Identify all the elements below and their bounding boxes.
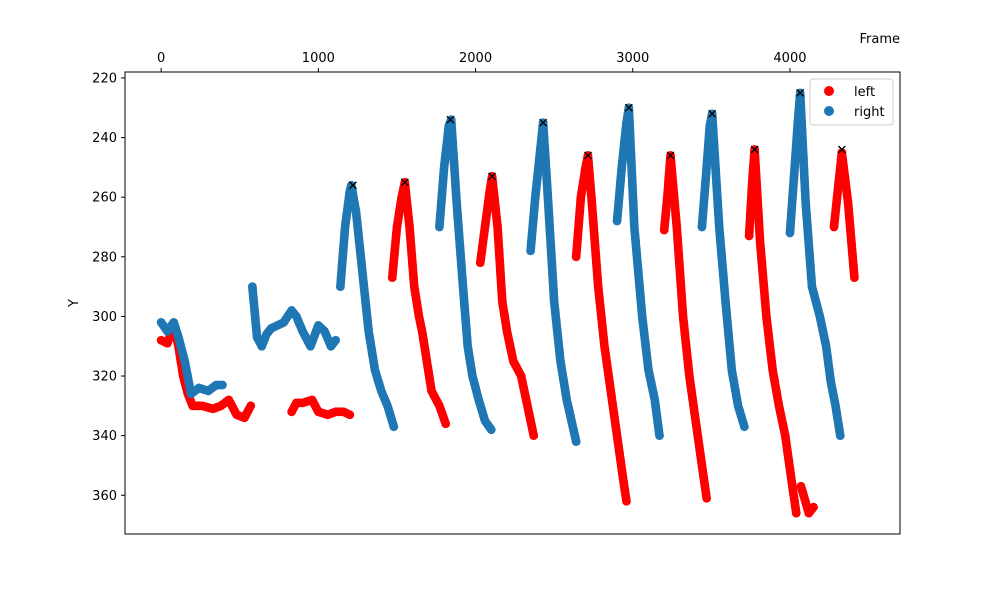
peak-marker [796,88,805,97]
plot-frame [124,71,901,535]
peak-marker [539,118,548,127]
y-tick-label: 300 [92,310,117,325]
point-right [739,422,749,432]
peak-markers [348,88,846,190]
x-axis: 0 1000 2000 3000 4000 [157,51,807,72]
y-tick-label: 240 [92,131,117,146]
peak-marker [446,115,455,124]
peak-marker [837,145,846,154]
x-tick-label: 0 [157,51,165,66]
peak-marker [488,172,497,181]
point-left [791,508,801,518]
y-tick-label: 360 [92,489,117,504]
legend: left right [809,78,894,126]
point-right [655,431,664,441]
point-left [622,496,631,506]
point-right [835,431,845,441]
peak-marker [348,181,357,190]
legend-marker-right [824,106,834,116]
legend-label-right: right [854,105,885,120]
point-right [389,422,399,432]
y-tick-label: 340 [92,429,117,444]
y-tick-label: 280 [92,250,117,265]
y-tick-label: 220 [92,71,117,86]
point-left [345,410,355,420]
y-tick-label: 320 [92,370,117,385]
peak-marker [750,145,759,154]
peak-marker [400,178,409,187]
peak-marker [624,103,633,112]
point-right [486,425,496,435]
point-left [702,493,712,503]
legend-marker-left [824,86,834,96]
y-axis: 220 240 260 280 300 320 340 360 [92,71,125,504]
plot-points [156,88,859,518]
point-right [218,380,227,390]
x-tick-label: 3000 [616,51,649,66]
point-right [571,437,581,446]
peak-marker [583,151,592,160]
point-left [529,431,539,441]
point-left [850,273,859,283]
x-tick-label: 2000 [459,51,492,66]
point-left [246,401,256,411]
peak-marker [666,151,675,160]
point-right [331,335,341,345]
x-axis-label: Frame [859,32,900,47]
x-tick-label: 1000 [302,51,335,66]
point-left [441,419,451,429]
legend-label-left: left [854,85,875,100]
y-tick-label: 260 [92,191,117,206]
y-axis-label: Y [67,299,82,308]
peak-marker [708,109,717,118]
point-left [809,502,818,512]
x-tick-label: 4000 [773,51,806,66]
